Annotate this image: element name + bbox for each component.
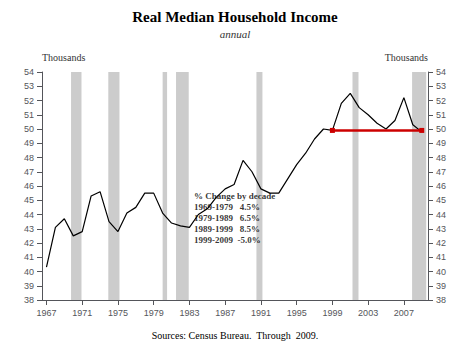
svg-text:1983: 1983 [179, 308, 199, 318]
svg-text:1967: 1967 [36, 308, 56, 318]
svg-text:49: 49 [24, 138, 34, 148]
svg-text:53: 53 [436, 81, 446, 91]
svg-text:41: 41 [24, 252, 34, 262]
svg-text:Real Median Household Income: Real Median Household Income [132, 9, 338, 25]
svg-text:% Change by decade: % Change by decade [194, 191, 275, 201]
svg-text:50: 50 [24, 124, 34, 134]
svg-text:38: 38 [436, 295, 446, 305]
svg-text:46: 46 [24, 181, 34, 191]
svg-text:1995: 1995 [287, 308, 307, 318]
svg-text:53: 53 [24, 81, 34, 91]
svg-text:47: 47 [436, 167, 446, 177]
svg-text:44: 44 [436, 210, 446, 220]
svg-text:1979: 1979 [144, 308, 164, 318]
svg-text:43: 43 [436, 224, 446, 234]
svg-text:48: 48 [24, 153, 34, 163]
svg-text:47: 47 [24, 167, 34, 177]
svg-text:51: 51 [436, 110, 446, 120]
svg-text:40: 40 [436, 267, 446, 277]
svg-text:45: 45 [24, 195, 34, 205]
svg-text:1969-1979 4.5%: 1969-1979 4.5% [194, 202, 260, 212]
svg-text:1999-2009 -5.0%: 1999-2009 -5.0% [194, 235, 261, 245]
svg-text:Sources: Census Bureau. Throu: Sources: Census Bureau. Through 2009. [152, 330, 318, 341]
svg-text:41: 41 [436, 252, 446, 262]
svg-text:1999: 1999 [322, 308, 342, 318]
svg-text:54: 54 [24, 67, 34, 77]
svg-text:51: 51 [24, 110, 34, 120]
svg-text:annual: annual [220, 28, 251, 40]
svg-text:1971: 1971 [72, 308, 92, 318]
svg-text:44: 44 [24, 210, 34, 220]
svg-text:40: 40 [24, 267, 34, 277]
svg-text:1991: 1991 [251, 308, 271, 318]
svg-text:46: 46 [436, 181, 446, 191]
svg-text:50: 50 [436, 124, 446, 134]
svg-text:1979-1989 6.5%: 1979-1989 6.5% [194, 213, 260, 223]
svg-text:52: 52 [436, 96, 446, 106]
svg-text:43: 43 [24, 224, 34, 234]
svg-text:48: 48 [436, 153, 446, 163]
svg-text:1975: 1975 [108, 308, 128, 318]
svg-text:39: 39 [24, 281, 34, 291]
svg-text:42: 42 [436, 238, 446, 248]
svg-text:1987: 1987 [215, 308, 235, 318]
svg-text:39: 39 [436, 281, 446, 291]
svg-text:54: 54 [436, 67, 446, 77]
svg-text:52: 52 [24, 96, 34, 106]
svg-text:2007: 2007 [394, 308, 414, 318]
svg-text:Thousands: Thousands [385, 52, 428, 63]
svg-text:49: 49 [436, 138, 446, 148]
svg-text:38: 38 [24, 295, 34, 305]
svg-text:45: 45 [436, 195, 446, 205]
svg-text:Thousands: Thousands [42, 52, 85, 63]
svg-text:42: 42 [24, 238, 34, 248]
svg-text:1989-1999 8.5%: 1989-1999 8.5% [194, 224, 260, 234]
svg-text:2003: 2003 [358, 308, 378, 318]
